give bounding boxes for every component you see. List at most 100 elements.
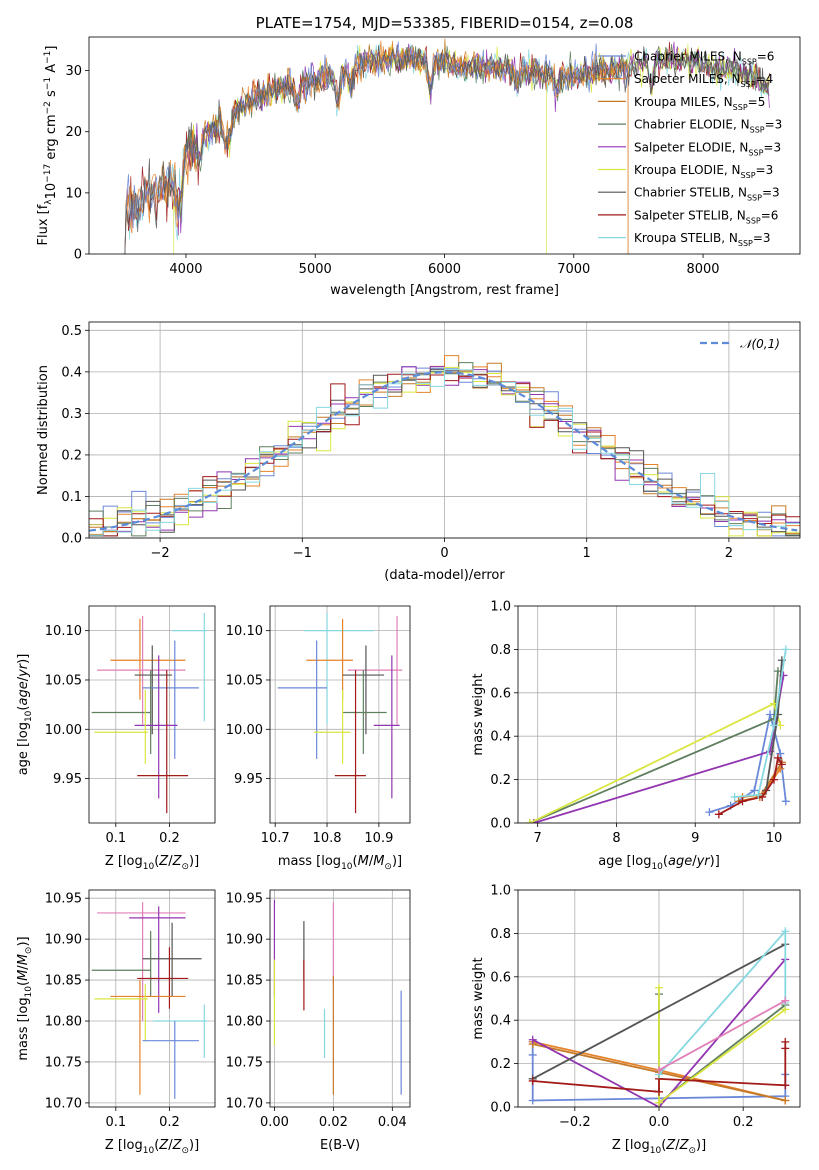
legend-entry: Salpeter MILES, NSSP=4 [634, 72, 773, 89]
y-tick-label: 10.80 [226, 1015, 263, 1030]
series-line [709, 714, 787, 813]
mass-weight-vs-age-frame [517, 605, 801, 824]
y-tick-label: 0.4 [61, 365, 82, 380]
y-tick-label: 0.4 [490, 1014, 511, 1029]
mass-weight-vs-age-plot-area [525, 645, 790, 823]
y-tick-label: 0.2 [490, 1057, 511, 1072]
x-tick-label: 9 [691, 831, 699, 846]
spectrum-frame [88, 36, 801, 255]
x-tick-label: 7000 [557, 262, 590, 277]
data-point-marker [777, 760, 786, 769]
x-tick-label: −2 [151, 546, 170, 561]
y-tick-label: 10.70 [226, 1096, 263, 1111]
normal-reference-curve [89, 371, 798, 532]
series-line [532, 958, 786, 1107]
x-tick-label: 0.0 [649, 1115, 670, 1130]
y-tick-label: 0.6 [490, 970, 511, 985]
x-axis-label: (data-model)/error [384, 568, 505, 583]
legend-entry: Chabrier ELODIE, NSSP=3 [634, 118, 782, 135]
mass-weight-vs-z-axes: −0.2 0.0 0.2 0.0 0.2 0.4 0.6 0.8 1.0 [490, 884, 801, 1130]
y-axis-label: mass weight [471, 957, 486, 1039]
data-point-marker [750, 786, 759, 795]
mass-weight-vs-age-axes: 7 8 9 10 0.0 0.2 0.4 0.6 0.8 1.0 [490, 600, 801, 846]
x-tick-label: 0.1 [105, 1115, 126, 1130]
series-line [532, 943, 786, 1080]
x-axis-label: Z [log10(Z/Z⊙)] [612, 1138, 706, 1156]
y-axis-label: Flux [fλ10−17 erg cm−2 s−1 A−1] [36, 46, 59, 246]
data-point-marker [528, 1050, 537, 1059]
histogram-step [89, 368, 800, 536]
y-tick-label: 0.8 [490, 927, 511, 942]
age-vs-z-plot-area [91, 612, 207, 814]
x-tick-label: 2 [725, 546, 733, 561]
x-axis-label: Z [log10(Z/Z⊙)] [105, 1138, 199, 1156]
y-tick-label: 10.95 [45, 892, 82, 907]
x-tick-label: 0 [440, 546, 448, 561]
x-axis-label: age [log10(age/yr)] [598, 854, 720, 872]
y-tick-label: 30 [65, 64, 82, 79]
y-tick-label: 10.95 [226, 892, 263, 907]
data-point-marker [525, 819, 534, 823]
x-axis-label: E(B-V) [320, 1138, 360, 1153]
y-tick-label: 10.80 [45, 1015, 82, 1030]
x-tick-label: 8 [612, 831, 620, 846]
x-axis-label: mass [log10(M/M⊙)] [278, 854, 402, 872]
y-tick-label: 10.05 [45, 673, 82, 688]
residuals-frame [88, 321, 801, 539]
spectrum-axes: 4000 5000 6000 7000 8000 0 10 20 30 [65, 36, 801, 277]
legend-entry: Chabrier STELIB, NSSP=3 [634, 186, 780, 203]
x-tick-label: 6000 [428, 262, 461, 277]
y-tick-label: 0.0 [61, 532, 82, 547]
y-tick-label: 10.10 [226, 624, 263, 639]
y-tick-label: 10.75 [226, 1055, 263, 1070]
mass-vs-z-frame [88, 889, 216, 1108]
data-point-marker [766, 710, 775, 719]
x-tick-label: 10.8 [313, 831, 342, 846]
series-line [734, 649, 787, 798]
mass-weight-vs-z-plot-area [528, 927, 790, 1107]
y-tick-label: 10.00 [45, 723, 82, 738]
y-axis-label: mass weight [471, 673, 486, 755]
legend-entry: Kroupa MILES, NSSP=5 [634, 95, 765, 112]
data-point-marker [781, 645, 790, 654]
x-tick-label: 0.1 [105, 831, 126, 846]
legend-entry: Salpeter ELODIE, NSSP=3 [634, 140, 781, 157]
data-point-marker [655, 1066, 663, 1075]
y-tick-label: 9.95 [53, 772, 82, 787]
mass-vs-ebv-plot-area [273, 899, 402, 1095]
y-tick-label: 0.3 [61, 407, 82, 422]
y-tick-label: 10.85 [45, 974, 82, 989]
y-axis-label: Normed distribution [36, 365, 51, 495]
residuals-plot-area [89, 355, 800, 537]
y-tick-label: 10.05 [226, 673, 263, 688]
x-tick-label: 10.7 [261, 831, 290, 846]
chart-title: PLATE=1754, MJD=53385, FIBERID=0154, z=0… [256, 14, 634, 32]
x-tick-label: 5000 [299, 262, 332, 277]
data-point-marker [705, 808, 714, 817]
y-tick-label: 0.0 [490, 817, 511, 832]
x-tick-label: 0.02 [319, 1115, 348, 1130]
spectrum-line [122, 45, 770, 254]
legend-entry: 𝒩(0,1) [740, 337, 780, 351]
x-tick-label: 4000 [169, 262, 202, 277]
y-tick-label: 0.5 [61, 324, 82, 339]
data-point-marker [781, 996, 790, 1005]
mass-vs-ebv-axes: 0.00 0.02 0.04 10.70 10.75 10.80 10.85 10.90 10.… [226, 889, 411, 1130]
y-tick-label: 0.4 [490, 730, 511, 745]
mass-vs-z-axes: 0.1 0.2 10.70 10.75 10.80 10.85 10.90 10.95 [45, 889, 216, 1130]
y-tick-label: 0.8 [490, 643, 511, 658]
age-vs-mass-axes: 10.7 10.8 10.9 9.95 10.00 10.05 10.10 [226, 605, 411, 846]
x-tick-label: 1 [583, 546, 591, 561]
y-tick-label: 0.6 [490, 686, 511, 701]
y-tick-label: 0.0 [490, 1101, 511, 1116]
x-tick-label: 8000 [686, 262, 719, 277]
y-tick-label: 20 [65, 125, 82, 140]
data-point-marker [738, 797, 747, 806]
data-point-marker [781, 927, 790, 936]
histogram-step [89, 355, 800, 535]
mass-vs-ebv-frame [269, 889, 411, 1108]
age-vs-z-axes: 0.1 0.2 9.95 10.00 10.05 10.10 [45, 605, 216, 846]
data-point-marker [770, 721, 779, 730]
x-tick-label: 10.9 [364, 831, 393, 846]
